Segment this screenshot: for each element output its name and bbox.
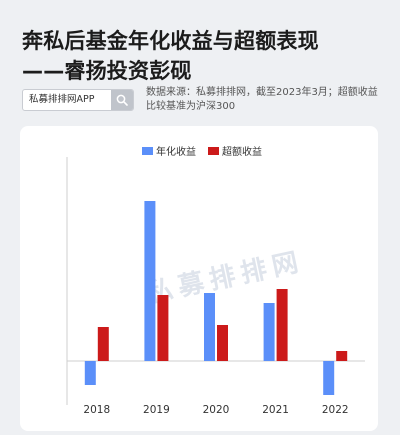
search-button[interactable] [111,90,133,110]
chart-card: 私募排排网 2018 2019 2020 2021 2022 年化收益 超额收益 [20,126,378,431]
bar-2019-series-2 [157,295,169,361]
bar-2018-series-2 [97,327,109,361]
x-tick-label: 2018 [83,404,110,416]
bar-2021-series-2 [276,289,288,361]
bar-2021-series-1 [263,303,275,361]
search-box[interactable]: 私募排排网APP [22,89,134,111]
x-tick-label: 2022 [322,404,349,416]
page-title: 奔私后基金年化收益与超额表现 ——睿扬投资彭砚 [22,26,382,86]
search-label: 私募排排网APP [29,94,95,105]
bar-2019-series-1 [144,201,156,361]
bar-2020-series-2 [217,325,228,361]
bar-2022-series-2 [336,351,348,361]
bar-2022-series-1 [323,361,335,395]
legend-swatch-1 [142,147,153,155]
search-icon [116,94,128,106]
legend-label-1: 年化收益 [156,145,196,158]
title-line-1: 奔私后基金年化收益与超额表现 [22,29,319,53]
x-tick-label: 2021 [262,404,289,416]
bar-2020-series-1 [204,293,215,361]
source-note: 数据来源：私募排排网，截至2023年3月；超额收益比较基准为沪深300 [146,87,378,112]
legend-label-2: 超额收益 [222,145,262,158]
x-tick-label: 2019 [143,404,170,416]
title-line-2: ——睿扬投资彭砚 [22,59,192,83]
legend-swatch-2 [208,147,219,155]
x-tick-label: 2020 [203,404,230,416]
bar-2018-series-1 [84,361,96,385]
